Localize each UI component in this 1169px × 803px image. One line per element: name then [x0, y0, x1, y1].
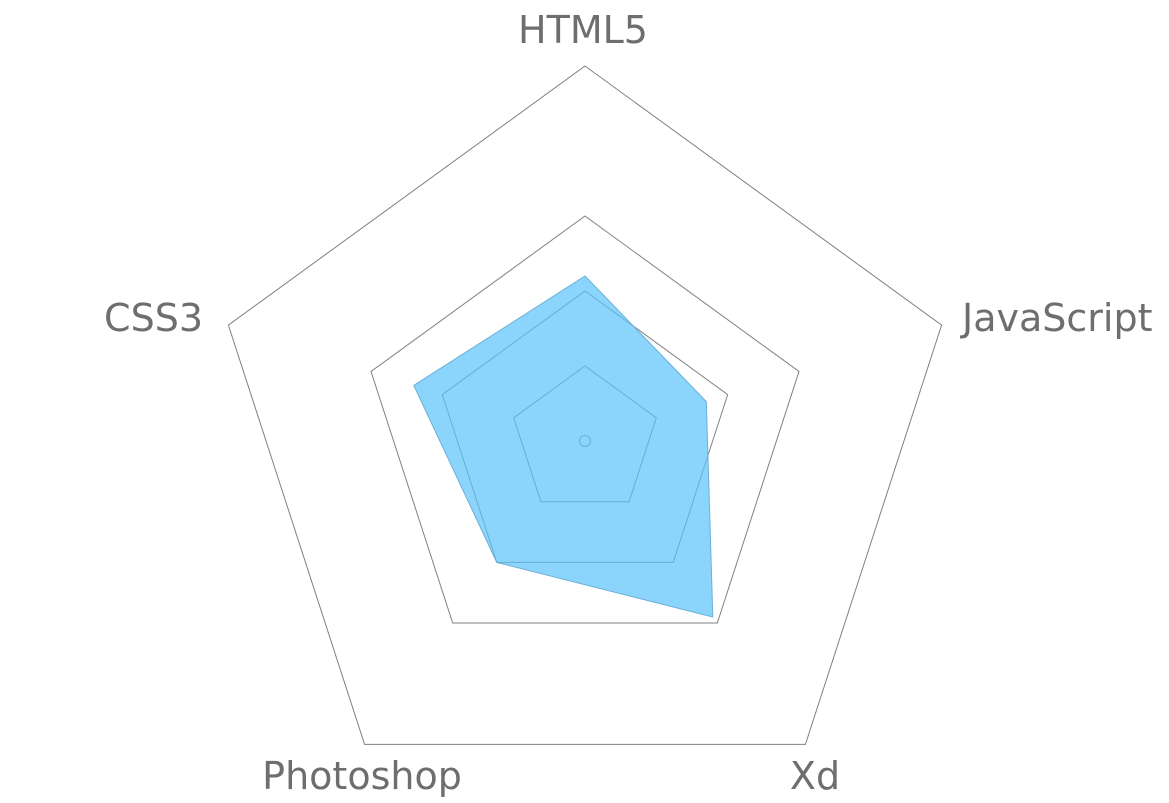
grid-ring [370, 215, 800, 624]
axis-label-photoshop: Photoshop [262, 754, 462, 798]
axis-label-html5: HTML5 [518, 8, 648, 52]
axis-label-xd: Xd [790, 754, 840, 798]
axis-label-javascript: JavaScript [960, 296, 1152, 340]
series-area [413, 275, 714, 618]
grid-ring [227, 65, 943, 745]
axis-label-css3: CSS3 [104, 296, 203, 340]
series-layer [413, 275, 714, 618]
axis-label-layer: HTML5 JavaScript Xd Photoshop CSS3 [104, 8, 1152, 798]
